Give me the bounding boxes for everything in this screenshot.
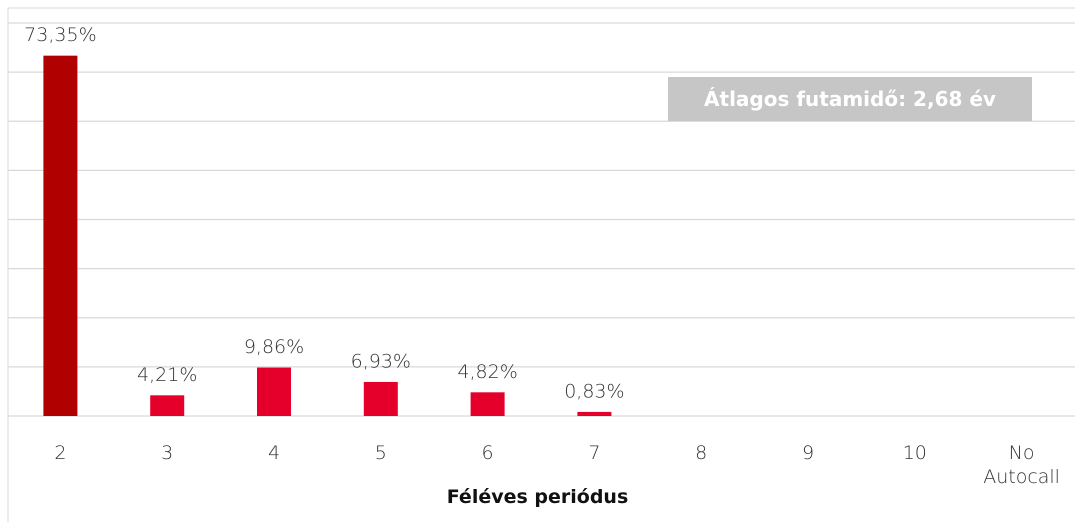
data-label: 73,35% (24, 24, 96, 46)
x-tick-label: No Autocall (983, 442, 1060, 488)
data-label: 9,86% (244, 336, 304, 358)
x-tick-label: 2 (54, 442, 67, 464)
bar (150, 395, 185, 416)
bar (470, 392, 505, 416)
annotation: Átlagos futamidő: 2,68 év (668, 77, 1032, 121)
x-tick-label: 5 (374, 442, 387, 464)
bar (577, 411, 612, 416)
x-tick-label: 8 (695, 442, 708, 464)
data-label: 4,82% (457, 361, 517, 383)
x-tick-label: 7 (588, 442, 601, 464)
bar (363, 381, 398, 416)
x-tick-label: 6 (481, 442, 494, 464)
x-tick-label: 4 (267, 442, 281, 464)
data-label: 4,21% (137, 364, 197, 386)
x-tick-label: 10 (902, 442, 927, 464)
x-tick-label: 9 (801, 442, 815, 464)
data-label: 6,93% (351, 350, 411, 372)
data-label: 0,83% (564, 380, 624, 402)
bar (43, 55, 78, 417)
bar (257, 367, 291, 416)
x-axis-title: Féléves periódus (446, 486, 629, 508)
x-tick-label: 3 (161, 442, 174, 464)
